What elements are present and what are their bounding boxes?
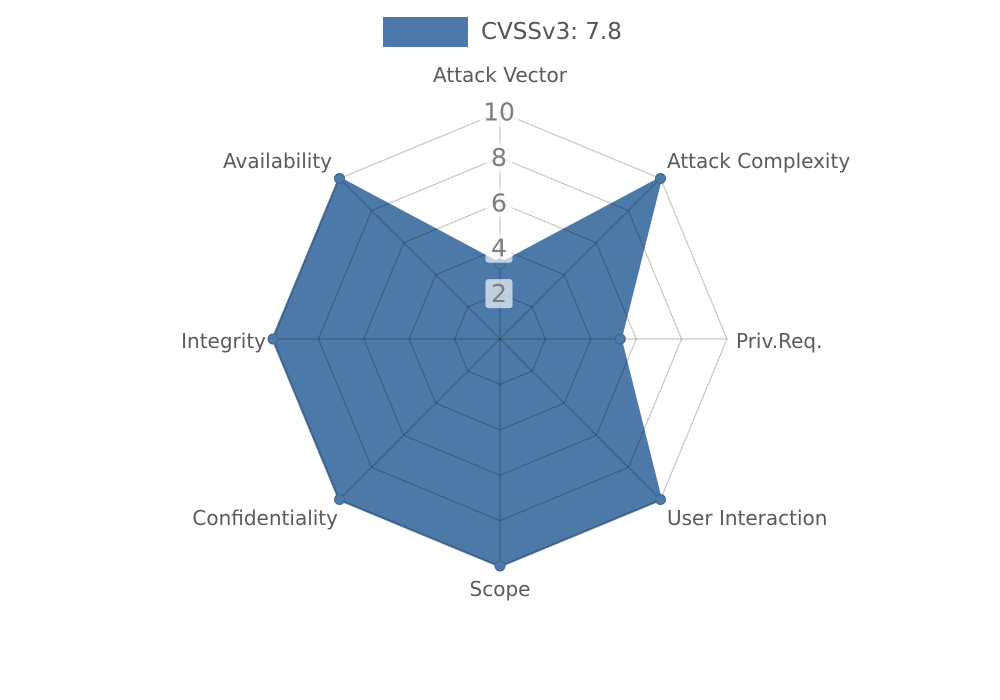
radial-tick-label-8: 8 [491,143,507,172]
chart-legend: CVSSv3: 7.8 [383,17,622,47]
radial-tick-label-2: 2 [491,279,507,308]
vertex-marker-1 [655,173,666,184]
axis-label-integrity: Integrity [181,329,266,353]
grid-spoke-5 [339,338,501,500]
radial-tick-box-6 [485,188,513,218]
axis-label-availability: Availability [223,149,332,173]
vertex-marker-4 [494,560,506,572]
axis-label-priv-req: Priv.Req. [736,329,822,353]
legend-swatch [383,17,468,47]
grid-spoke-1 [499,178,661,340]
radial-tick-box-8 [485,142,513,172]
radial-tick-label-4: 4 [491,234,507,263]
vertex-marker-5 [334,494,345,505]
vertex-marker-6 [267,333,279,345]
grid-ring-4 [408,247,592,431]
radial-tick-box-2 [485,279,513,309]
grid-spoke-7 [339,178,501,340]
legend-label: CVSSv3: 7.8 [481,19,622,45]
axis-label-confidentiality: Confidentiality [192,506,338,530]
axis-label-attack-vector: Attack Vector [433,63,568,87]
radial-tick-label-10: 10 [483,98,515,127]
radial-tick-label-6: 6 [491,188,507,217]
vertex-marker-7 [334,173,345,184]
axis-label-scope: Scope [470,577,531,601]
axis-label-attack-complexity: Attack Complexity [667,149,850,173]
axis-label-user-interaction: User Interaction [667,506,827,530]
grid-ring-6 [363,202,637,476]
grid-spoke-3 [499,338,661,500]
grid-ring-8 [317,156,683,522]
grid-ring-2 [453,292,547,386]
radial-tick-box-10 [480,97,518,127]
radial-tick-box-4 [485,233,513,263]
vertex-marker-3 [655,494,666,505]
vertex-marker-2 [614,333,626,345]
